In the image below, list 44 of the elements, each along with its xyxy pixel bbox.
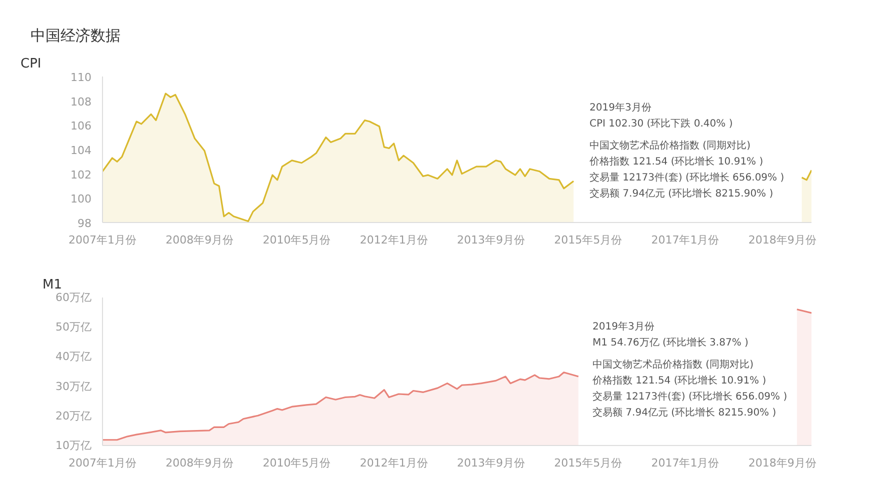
x-tick-label: 2018年9月份 bbox=[748, 456, 816, 470]
annotation: 交易量 12173件(套) (环比增长 656.09% ) bbox=[590, 172, 784, 184]
annotation: 交易额 7.94亿元 (环比增长 8215.90% ) bbox=[592, 406, 776, 418]
x-tick-label: 2010年5月份 bbox=[262, 234, 331, 246]
y-tick-label: 104 bbox=[70, 144, 92, 157]
y-tick-label: 20万亿 bbox=[56, 409, 92, 422]
annotation: 2019年3月份 bbox=[590, 102, 652, 114]
y-tick-label: 30万亿 bbox=[56, 380, 92, 393]
y-tick-label: 110 bbox=[70, 71, 92, 84]
y-tick-label: 60万亿 bbox=[56, 291, 92, 304]
x-tick-label: 2012年1月份 bbox=[360, 456, 428, 470]
y-tick-label: 102 bbox=[70, 168, 92, 182]
x-tick-label: 2008年9月份 bbox=[166, 456, 234, 470]
y-tick-label: 98 bbox=[78, 217, 92, 230]
x-tick-label: 2015年5月份 bbox=[554, 234, 622, 246]
annotation: 交易量 12173件(套) (环比增长 656.09% ) bbox=[592, 390, 788, 402]
x-tick-label: 2015年5月份 bbox=[554, 456, 622, 470]
y-tick-label: 108 bbox=[70, 95, 92, 108]
y-tick-label: 106 bbox=[70, 120, 92, 133]
annotation: 交易额 7.94亿元 (环比增长 8215.90% ) bbox=[590, 188, 774, 200]
x-tick-label: 2017年1月份 bbox=[651, 234, 720, 246]
y-axis-title: CPI bbox=[20, 56, 42, 72]
annotation: 中国文物艺术品价格指数 (同期对比) bbox=[592, 358, 754, 370]
x-tick-label: 2007年1月份 bbox=[68, 234, 137, 246]
y-tick-label: 40万亿 bbox=[56, 350, 92, 364]
x-tick-label: 2008年9月份 bbox=[166, 234, 234, 246]
x-tick-label: 2018年9月份 bbox=[748, 234, 816, 246]
annotation: 2019年3月份 bbox=[592, 320, 654, 332]
annotation: 价格指数 121.54 (环比增长 10.91% ) bbox=[592, 374, 766, 386]
x-tick-label: 2012年1月份 bbox=[360, 234, 428, 246]
y-tick-label: 100 bbox=[70, 192, 92, 206]
x-tick-label: 2007年1月份 bbox=[68, 456, 137, 470]
annotation: CPI 102.30 (环比下跌 0.40% ) bbox=[590, 118, 733, 130]
x-tick-label: 2013年9月份 bbox=[456, 456, 525, 470]
x-tick-label: 2013年9月份 bbox=[456, 234, 525, 246]
annotation: M1 54.76万亿 (环比增长 3.87% ) bbox=[592, 336, 748, 348]
chart-title: 中国经济数据 bbox=[30, 26, 120, 44]
annotation: 价格指数 121.54 (环比增长 10.91% ) bbox=[588, 156, 764, 168]
y-axis-title: M1 bbox=[42, 278, 62, 292]
x-tick-label: 2017年1月份 bbox=[651, 456, 720, 470]
y-tick-label: 10万亿 bbox=[56, 439, 92, 452]
annotation: 中国文物艺术品价格指数 (同期对比) bbox=[590, 140, 751, 152]
y-tick-label: 50万亿 bbox=[56, 320, 92, 334]
x-tick-label: 2010年5月份 bbox=[262, 456, 331, 470]
